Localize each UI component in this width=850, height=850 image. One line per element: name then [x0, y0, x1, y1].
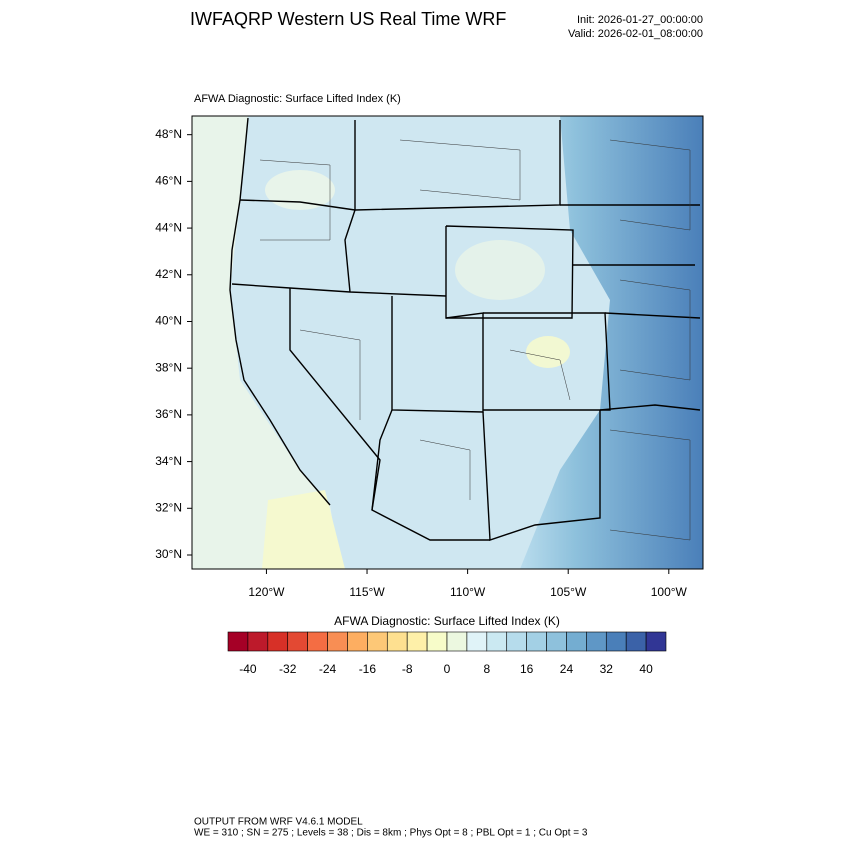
colorbar-tick-label: 24 — [560, 662, 574, 676]
lat-label: 40°N — [155, 314, 182, 328]
lat-label: 42°N — [155, 267, 182, 281]
lon-label: 105°W — [550, 585, 587, 599]
lat-label: 30°N — [155, 547, 182, 561]
colorbar-box — [625, 631, 647, 652]
colorbar-box — [406, 631, 428, 652]
colorbar-tick-label: -32 — [279, 662, 297, 676]
colorbar-title: AFWA Diagnostic: Surface Lifted Index (K… — [334, 614, 560, 628]
lat-label: 36°N — [155, 407, 182, 421]
colorbar-box — [227, 631, 249, 652]
colorbar-tick-label: 40 — [639, 662, 653, 676]
colorbar-tick-label: 16 — [520, 662, 534, 676]
map-title: AFWA Diagnostic: Surface Lifted Index (K… — [194, 93, 401, 105]
colorbar-box — [526, 631, 547, 652]
lon-label: 120°W — [248, 585, 285, 599]
colorbar-box — [347, 631, 368, 652]
colorbar-box — [367, 631, 388, 652]
lat-label: 46°N — [155, 174, 182, 188]
colorbar-box — [327, 631, 348, 652]
colorbar-box — [566, 631, 587, 652]
footer-line: WE = 310 ; SN = 275 ; Levels = 38 ; Dis … — [194, 828, 588, 839]
lat-label: 34°N — [155, 454, 182, 468]
colorbar-box — [307, 631, 328, 652]
lat-label: 32°N — [155, 500, 182, 514]
colorbar-box — [386, 631, 408, 652]
colorbar-tick-label: -40 — [239, 662, 257, 676]
valid-time: Valid: 2026-02-01_08:00:00 — [568, 28, 703, 40]
colorbar-box — [287, 631, 308, 652]
colorbar-tick-label: -8 — [402, 662, 413, 676]
lat-label: 38°N — [155, 360, 182, 374]
colorbar-tick-label: -16 — [359, 662, 377, 676]
colorbar-box — [426, 631, 448, 652]
colorbar-tick-label: -24 — [319, 662, 337, 676]
colorbar-box — [247, 631, 269, 652]
lon-label: 115°W — [349, 585, 385, 599]
colorbar-box — [546, 631, 567, 652]
title: IWFAQRP Western US Real Time WRF — [190, 9, 506, 29]
lat-label: 44°N — [155, 220, 182, 234]
colorbar-box — [466, 631, 488, 652]
colorbar-tick-label: 32 — [600, 662, 614, 676]
map-field — [192, 116, 703, 569]
lon-label: 110°W — [450, 585, 486, 599]
lon-label: 100°W — [651, 585, 688, 599]
colorbar-box — [586, 631, 607, 652]
colorbar-box — [446, 631, 468, 652]
colorbar-tick-label: 0 — [444, 662, 451, 676]
colorbar-box — [645, 631, 667, 652]
colorbar-box — [486, 631, 508, 652]
init-time: Init: 2026-01-27_00:00:00 — [577, 14, 703, 26]
colorbar-box — [506, 631, 527, 652]
colorbar-box — [605, 631, 627, 652]
map-frame — [191, 115, 704, 570]
lat-label: 48°N — [155, 127, 182, 141]
colorbar-tick-label: 8 — [483, 662, 490, 676]
footer-line: OUTPUT FROM WRF V4.6.1 MODEL — [194, 817, 363, 828]
colorbar-box — [267, 631, 289, 652]
